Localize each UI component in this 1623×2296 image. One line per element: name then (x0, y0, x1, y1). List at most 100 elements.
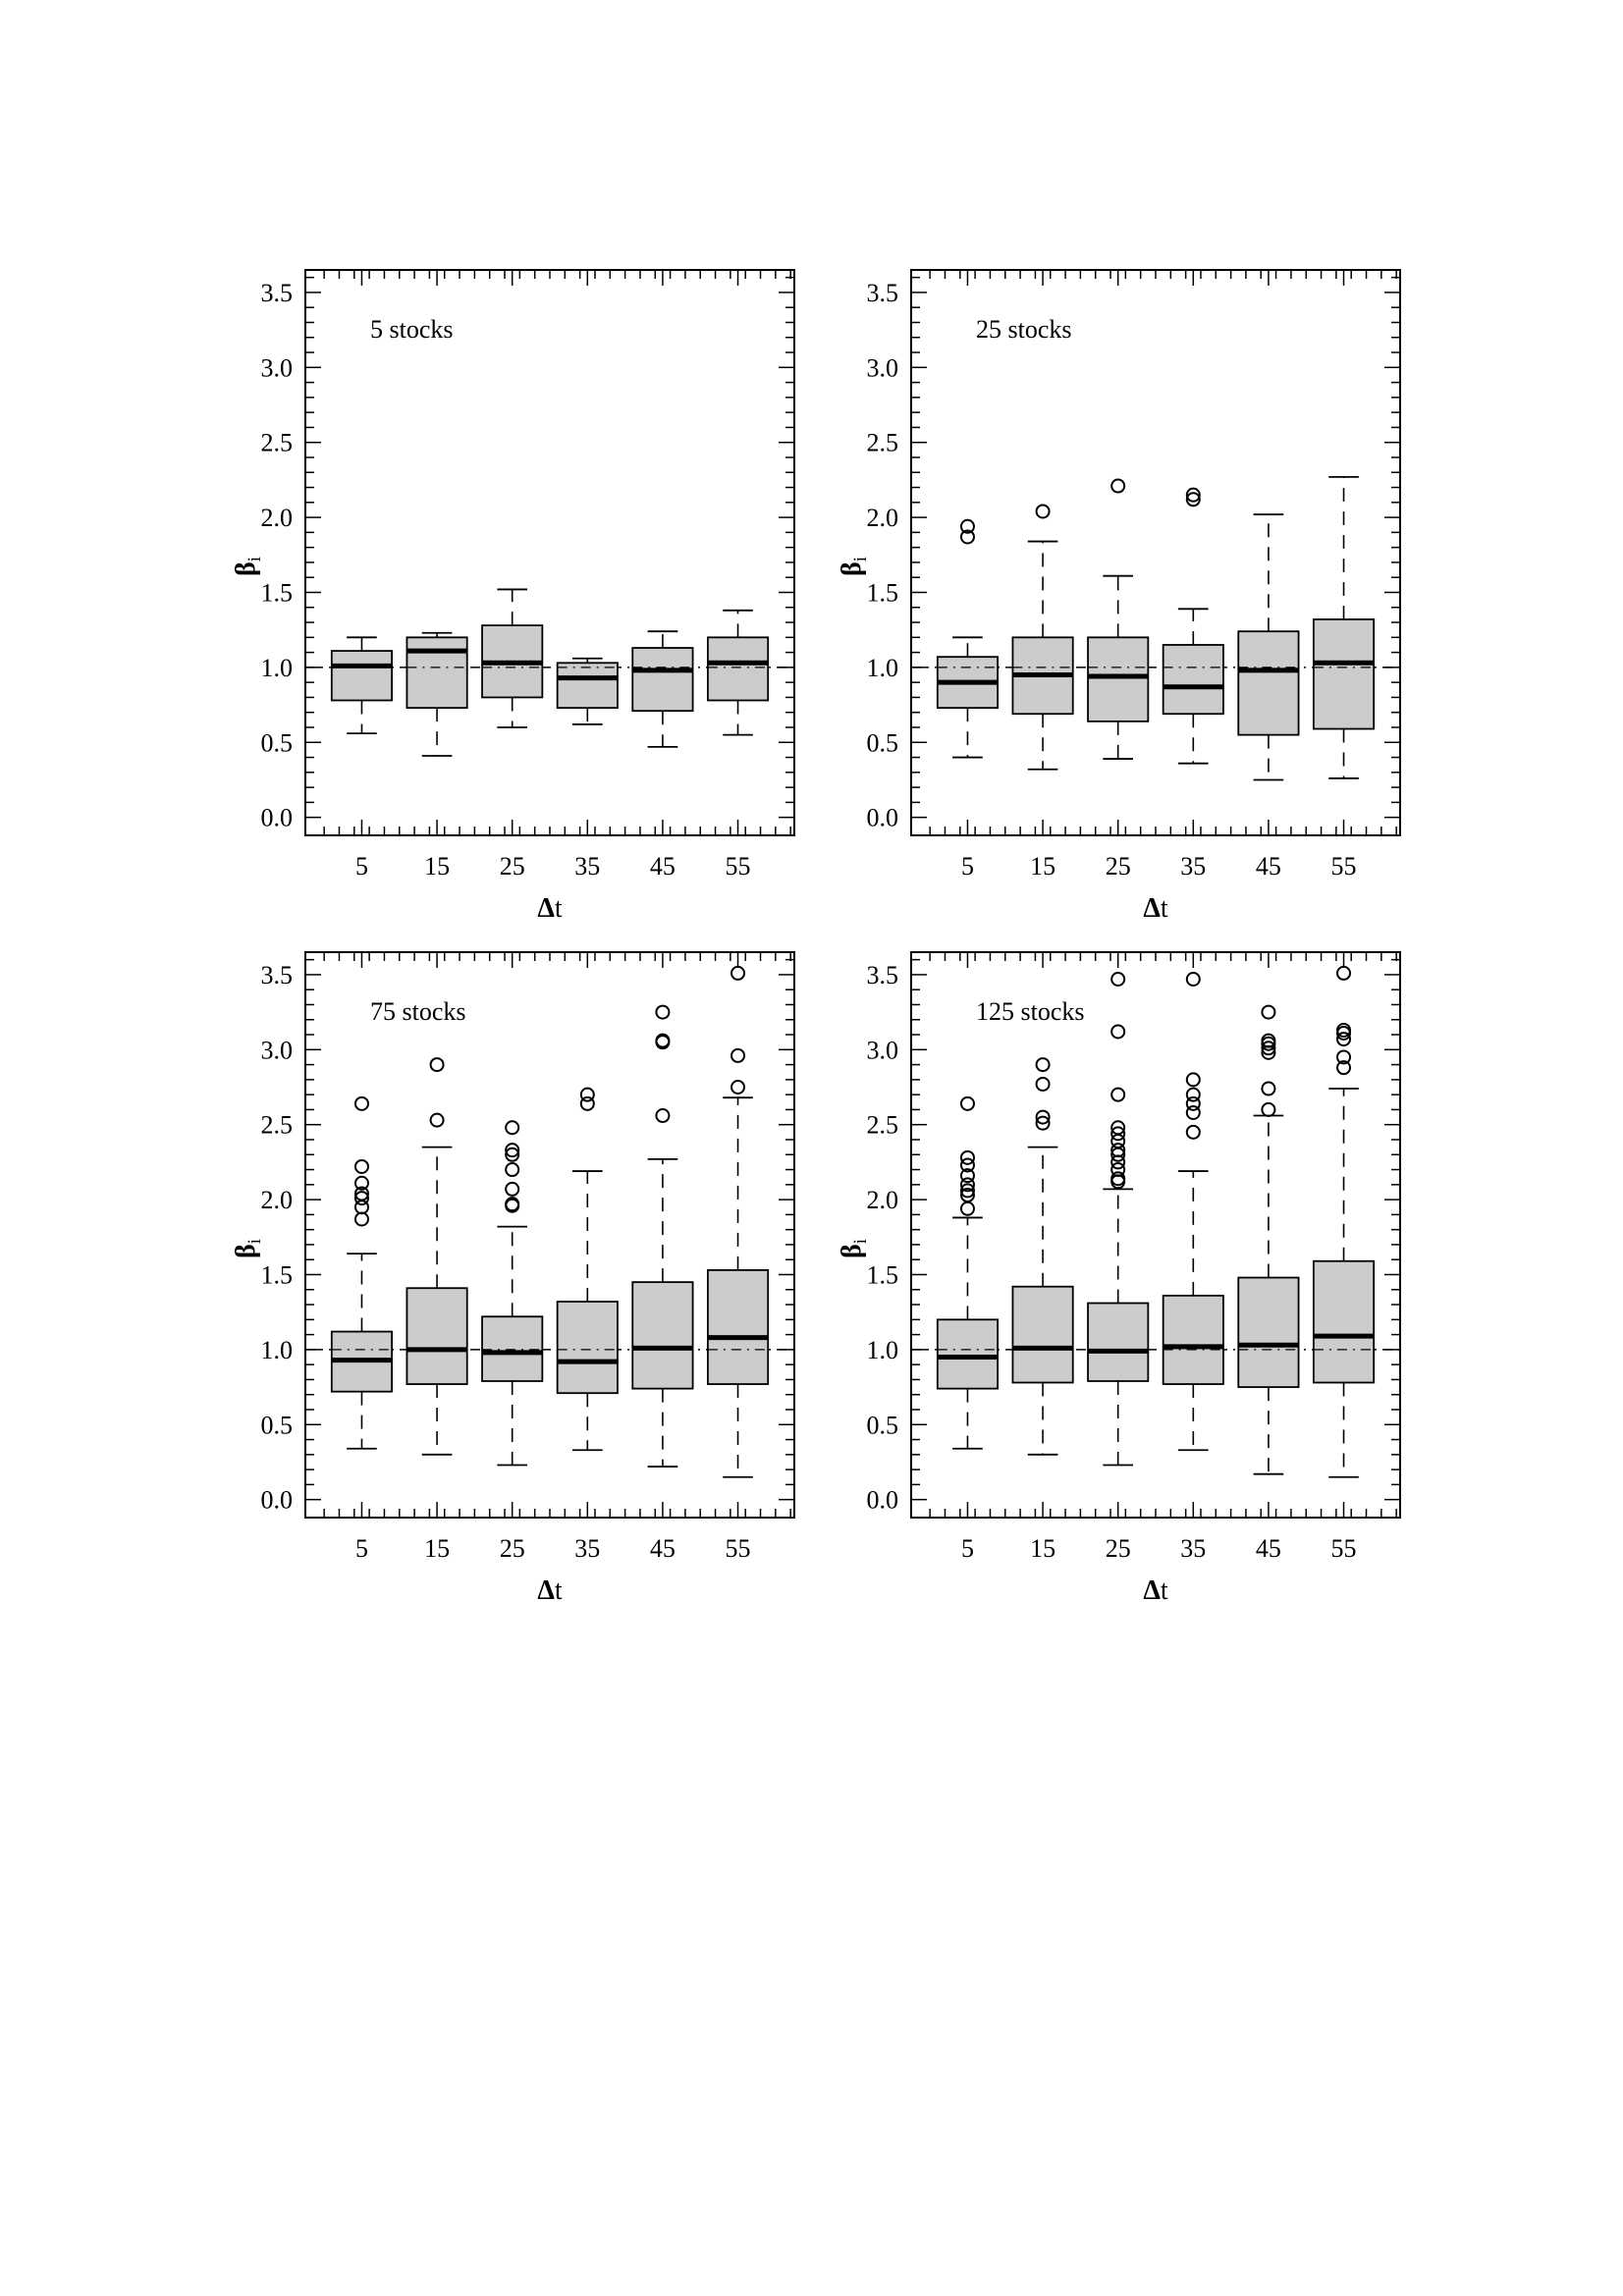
outlier-point (505, 1162, 520, 1178)
x-tick-label: 55 (726, 852, 751, 881)
x-tick-label: 55 (726, 1534, 751, 1563)
outlier-point (959, 1188, 975, 1203)
box-iqr (706, 636, 770, 702)
box-15 (1011, 1057, 1074, 1456)
y-tick-label: 1.5 (261, 1260, 294, 1289)
outlier-point (1261, 1041, 1276, 1056)
x-tick-label: 5 (355, 852, 368, 881)
x-tick-label: 15 (424, 852, 450, 881)
axis-ticks (305, 270, 794, 835)
y-tick-label: 3.0 (867, 353, 899, 382)
outlier-point (353, 1191, 369, 1206)
outlier-point (730, 1080, 746, 1095)
outlier-point (655, 1033, 671, 1048)
outlier-point (1035, 504, 1051, 519)
box-iqr (1087, 1302, 1150, 1382)
panel-annotation: 75 stocks (370, 997, 466, 1026)
outlier-point (1035, 1076, 1051, 1092)
y-axis-label: βi (231, 1239, 265, 1258)
outlier-point (1110, 1134, 1126, 1149)
y-tick-label: 2.0 (867, 504, 899, 532)
box-iqr (1237, 1276, 1300, 1388)
x-tick-label: 15 (1030, 852, 1055, 881)
outlier-point (1035, 1057, 1051, 1073)
outlier-point (1185, 1124, 1201, 1140)
box-55 (1312, 475, 1376, 779)
panel-1: 0.0 0.5 1.0 1.5 2.0 2.5 3.0 3.5 5 15 25 35 45 55 Δt βi 5… (231, 269, 795, 924)
x-tick-label: 55 (1331, 852, 1357, 881)
x-tick-label: 35 (574, 1534, 600, 1563)
x-tick-label: 25 (500, 852, 525, 881)
box-15 (406, 1057, 468, 1456)
outlier-point (1110, 1171, 1126, 1187)
x-tick-label: 35 (574, 852, 600, 881)
panel-4: 0.0 0.5 1.0 1.5 2.0 2.5 3.0 3.5 5 15 25 35 45 55 Δt βi 1… (837, 951, 1401, 1606)
box-iqr (330, 650, 394, 702)
outlier-point (1110, 1024, 1126, 1040)
outlier-point (429, 1112, 445, 1128)
box-55 (1312, 965, 1376, 1478)
outlier-point (579, 1087, 595, 1102)
y-axis-label: βi (837, 1239, 871, 1258)
x-axis-label: Δt (1143, 893, 1168, 924)
outlier-point (1336, 1032, 1352, 1047)
box-iqr (631, 647, 694, 713)
outlier-point (959, 1149, 975, 1165)
y-tick-label: 1.0 (261, 1336, 294, 1364)
outlier-point (429, 1057, 445, 1073)
box-iqr (481, 1315, 544, 1382)
axis-ticks (911, 952, 1400, 1518)
y-tick-label: 0.0 (261, 804, 294, 832)
x-tick-label: 5 (355, 1534, 368, 1563)
box-35 (1162, 972, 1224, 1452)
x-tick-label: 5 (961, 1534, 974, 1563)
box-iqr (936, 1318, 1000, 1390)
outlier-point (505, 1143, 520, 1158)
y-tick-label: 3.5 (867, 279, 899, 307)
box-iqr (1312, 618, 1376, 730)
y-tick-label: 1.0 (261, 654, 294, 682)
outlier-point (1110, 478, 1126, 494)
x-tick-label: 55 (1331, 1534, 1357, 1563)
outlier-point (730, 965, 746, 981)
box-15 (406, 631, 468, 757)
y-tick-label: 1.0 (867, 654, 899, 682)
outlier-point (959, 1183, 975, 1199)
y-axis-label: βi (837, 557, 871, 576)
y-tick-label: 2.0 (867, 1186, 899, 1214)
box-45 (1237, 513, 1300, 781)
outlier-point (1110, 1174, 1126, 1190)
x-tick-label: 45 (650, 852, 676, 881)
outlier-point (730, 1047, 746, 1063)
outlier-point (655, 1004, 671, 1020)
outlier-point (1336, 965, 1352, 981)
outlier-point (1035, 1109, 1051, 1125)
box-5 (936, 518, 1000, 759)
y-tick-label: 2.5 (261, 429, 294, 457)
y-tick-label: 2.0 (261, 1186, 294, 1214)
box-iqr (1237, 630, 1300, 736)
outlier-point (1336, 1060, 1352, 1076)
box-45 (1237, 1004, 1300, 1475)
y-tick-label: 1.5 (261, 578, 294, 607)
box-5 (330, 636, 394, 735)
y-tick-label: 0.0 (867, 1486, 899, 1515)
outlier-point (1110, 972, 1126, 988)
outlier-point (353, 1175, 369, 1191)
plot-frame (304, 269, 795, 836)
outlier-point (505, 1120, 520, 1136)
box-iqr (1011, 1285, 1074, 1384)
outlier-point (1110, 1162, 1126, 1178)
box-iqr (631, 1281, 694, 1390)
outlier-point (959, 1168, 975, 1184)
panel-annotation: 25 stocks (976, 315, 1072, 344)
outlier-point (353, 1095, 369, 1111)
outlier-point (959, 1201, 975, 1216)
y-tick-label: 0.5 (261, 728, 294, 757)
x-tick-label: 35 (1180, 852, 1206, 881)
box-45 (631, 1004, 694, 1468)
y-tick-label: 1.5 (867, 1260, 899, 1289)
box-iqr (1162, 1294, 1224, 1385)
outlier-point (959, 529, 975, 545)
